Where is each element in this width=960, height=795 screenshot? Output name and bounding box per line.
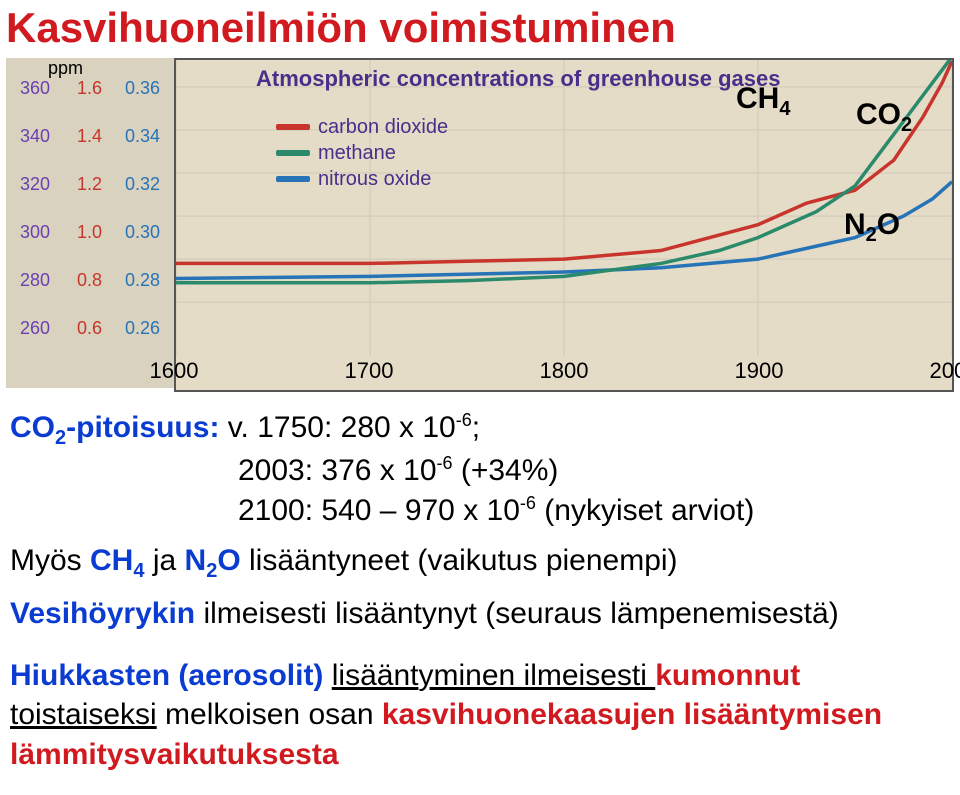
hiukkasten-line: Hiukkasten (aerosolit) lisääntyminen ilm…: [10, 656, 950, 775]
body-text: CO2-pitoisuus: v. 1750: 280 x 10-6; 2003…: [0, 394, 960, 774]
chart-title: Atmospheric concentrations of greenhouse…: [256, 66, 780, 92]
y-axis-labels: ppm 3601.60.36 3401.40.34 3201.20.32 3001.0…: [6, 58, 174, 388]
legend-row: nitrous oxide: [276, 166, 448, 192]
chart-annotation: N2O: [844, 208, 900, 247]
co2-pitoisuus-line: CO2-pitoisuus: v. 1750: 280 x 10-6; 2003…: [10, 408, 950, 531]
x-axis-labels: 16001700180019002000: [174, 358, 954, 388]
plot-area: Atmospheric concentrations of greenhouse…: [174, 58, 954, 392]
x-tick-label: 1800: [540, 358, 589, 384]
y-tick-row: 2800.80.28: [6, 270, 174, 291]
x-tick-label: 1600: [150, 358, 199, 384]
page-title: Kasvihuoneilmiön voimistuminen: [0, 0, 960, 56]
x-tick-label: 1700: [345, 358, 394, 384]
chart-svg: [176, 60, 952, 356]
y-tick-row: 2600.60.26: [6, 318, 174, 339]
ppm-label: ppm: [48, 58, 83, 79]
vesihoyry-line: Vesihöyrykin ilmeisesti lisääntynyt (seu…: [10, 594, 950, 634]
chart-annotation: CO2: [856, 98, 912, 137]
y-tick-row: 3601.60.36: [6, 78, 174, 99]
chart-annotation: CH4: [736, 82, 790, 121]
y-tick-row: 3001.00.30: [6, 222, 174, 243]
y-tick-row: 3201.20.32: [6, 174, 174, 195]
x-tick-label: 1900: [735, 358, 784, 384]
co2-label: CO2-pitoisuus:: [10, 411, 219, 444]
ch4-n2o-line: Myös CH4 ja N2O lisääntyneet (vaikutus p…: [10, 541, 950, 584]
chart-legend: carbon dioxidemethanenitrous oxide: [276, 114, 448, 192]
y-tick-row: 3401.40.34: [6, 126, 174, 147]
x-tick-label: 2000: [930, 358, 960, 384]
legend-row: carbon dioxide: [276, 114, 448, 140]
chart-container: ppm 3601.60.36 3401.40.34 3201.20.32 3001.0…: [6, 58, 954, 388]
legend-row: methane: [276, 140, 448, 166]
